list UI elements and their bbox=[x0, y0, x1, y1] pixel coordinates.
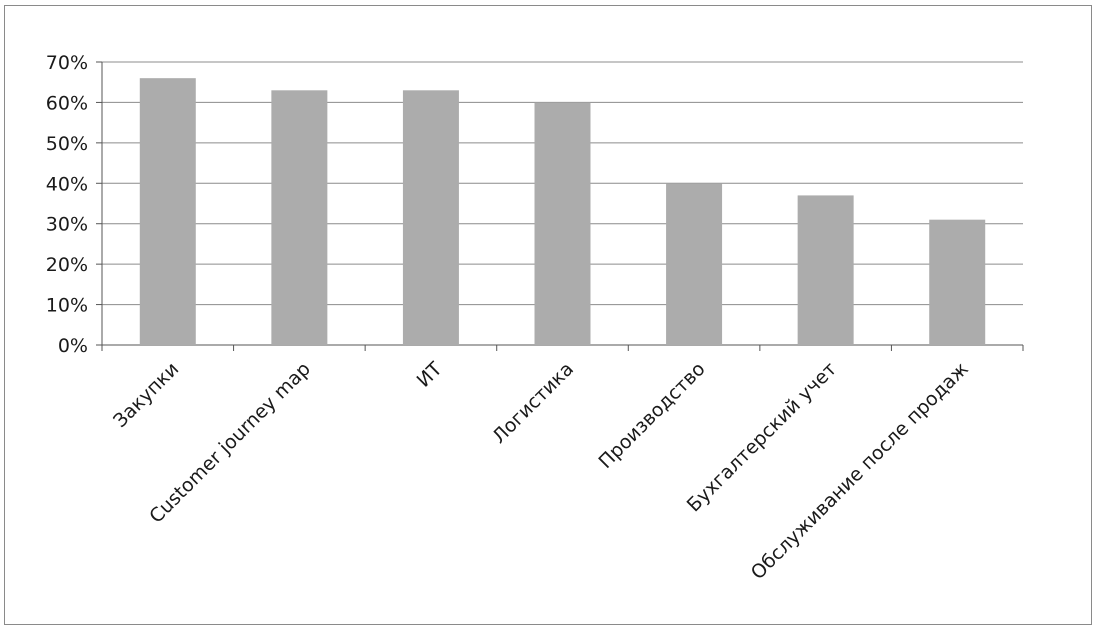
bar bbox=[929, 219, 986, 345]
y-tick-label: 0% bbox=[58, 335, 88, 357]
bar bbox=[797, 195, 854, 345]
x-tick-label: Закупки bbox=[109, 358, 183, 432]
x-tick-label: Производство bbox=[595, 358, 710, 473]
bar bbox=[402, 90, 459, 345]
y-tick-label: 50% bbox=[46, 133, 88, 155]
bar bbox=[666, 183, 723, 345]
x-tick-label: Обслуживание после продаж bbox=[747, 358, 973, 584]
bar bbox=[534, 102, 591, 345]
bar bbox=[139, 78, 196, 346]
x-tick-label: Логистика bbox=[488, 358, 578, 448]
bars bbox=[139, 78, 986, 346]
y-tick-label: 20% bbox=[46, 254, 88, 276]
y-axis: 0% 10% 20% 30% 40% 50% 60% 70% bbox=[46, 52, 103, 357]
bar bbox=[271, 90, 328, 345]
y-tick-label: 30% bbox=[46, 214, 88, 236]
y-tick-label: 40% bbox=[46, 173, 88, 195]
y-tick-label: 70% bbox=[46, 52, 88, 74]
y-tick-label: 10% bbox=[46, 295, 88, 317]
y-tick-label: 60% bbox=[46, 92, 88, 114]
x-tick-label: ИТ bbox=[413, 358, 447, 392]
x-tick-label: Бухгалтерский учет bbox=[683, 358, 841, 516]
